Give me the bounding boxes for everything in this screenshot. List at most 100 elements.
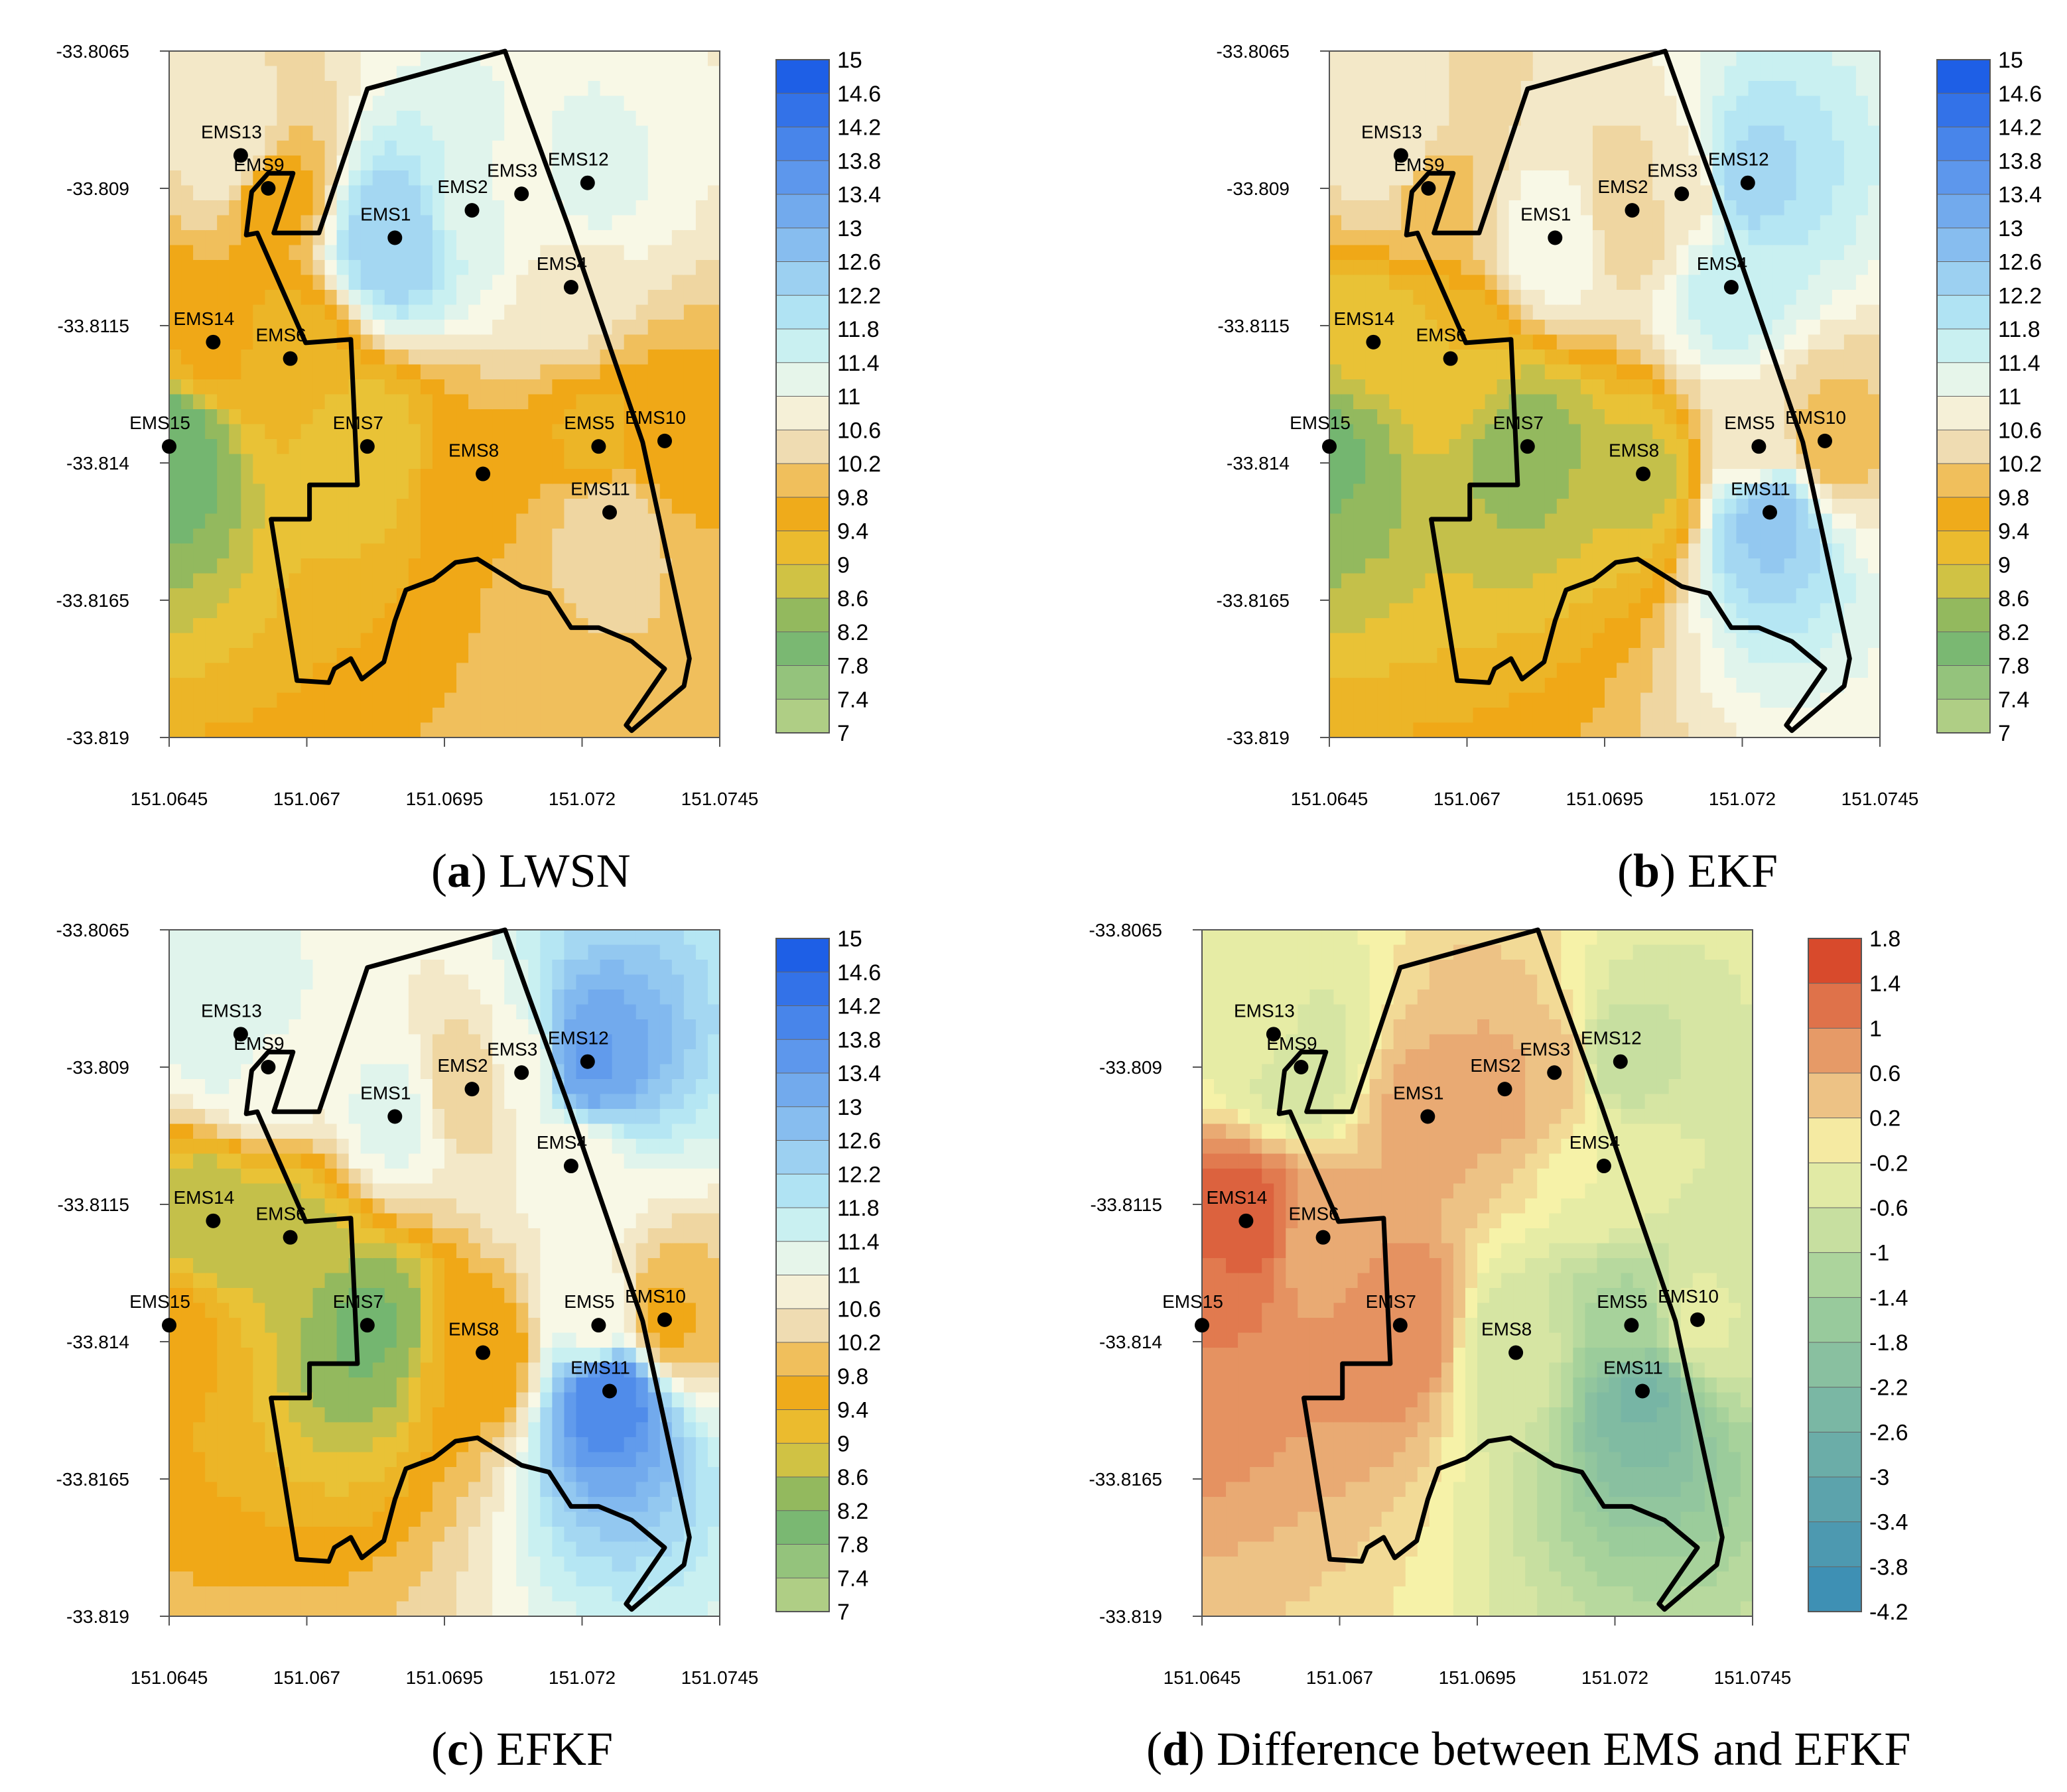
contour-cell	[349, 200, 362, 216]
contour-cell	[1329, 260, 1342, 275]
contour-cell	[1521, 708, 1534, 723]
contour-cell	[1497, 514, 1510, 529]
contour-cell	[169, 230, 182, 245]
contour-cell	[1401, 260, 1414, 275]
contour-cell	[169, 1423, 182, 1438]
contour-cell	[433, 499, 445, 514]
contour-cell	[193, 454, 206, 470]
contour-cell	[1712, 395, 1725, 410]
contour-cell	[624, 170, 637, 186]
y-tick-label: -33.809	[66, 178, 129, 199]
contour-cell	[289, 975, 301, 990]
contour-cell	[300, 141, 313, 156]
contour-cell	[409, 514, 421, 529]
contour-cell	[253, 1482, 265, 1498]
contour-cell	[1676, 708, 1689, 723]
contour-cell	[1377, 66, 1390, 82]
contour-cell	[1844, 245, 1857, 261]
contour-cell	[433, 604, 445, 619]
contour-cell	[672, 126, 685, 141]
contour-cell	[229, 424, 241, 440]
contour-cell	[241, 930, 253, 945]
contour-cell	[1820, 454, 1833, 470]
contour-cell	[1784, 693, 1797, 708]
contour-cell	[1377, 469, 1390, 484]
contour-cell	[480, 424, 493, 440]
contour-cell	[516, 544, 529, 559]
contour-cell	[1640, 66, 1653, 82]
contour-cell	[1772, 170, 1785, 186]
contour-cell	[540, 96, 553, 111]
contour-cell	[1593, 365, 1605, 380]
x-tick-label: 151.072	[1709, 789, 1776, 809]
contour-cell	[253, 1377, 265, 1393]
contour-cell	[600, 558, 613, 574]
contour-cell	[1856, 320, 1869, 335]
contour-cell	[1820, 245, 1833, 261]
contour-cell	[205, 529, 218, 544]
contour-cell	[205, 1586, 218, 1602]
contour-cell	[492, 663, 505, 678]
contour-cell	[289, 574, 301, 589]
contour-cell	[672, 335, 685, 350]
contour-cell	[504, 604, 517, 619]
contour-cell	[1365, 633, 1378, 649]
contour-cell	[181, 1228, 194, 1244]
contour-cell	[1749, 81, 1761, 96]
contour-cell	[1593, 141, 1605, 156]
contour-cell	[217, 469, 230, 484]
contour-cell	[1832, 141, 1845, 156]
contour-cell	[337, 514, 350, 529]
contour-cell	[1365, 469, 1378, 484]
contour-cell	[193, 335, 206, 350]
contour-cell	[349, 499, 362, 514]
contour-cell	[1377, 395, 1390, 410]
contour-cell	[660, 290, 673, 305]
contour-cell	[397, 51, 409, 66]
contour-cell	[253, 945, 265, 960]
contour-cell	[1640, 633, 1653, 649]
contour-cell	[397, 290, 409, 305]
contour-cell	[1820, 290, 1833, 305]
contour-cell	[1856, 678, 1869, 693]
contour-cell	[1329, 469, 1342, 484]
contour-cell	[1413, 409, 1426, 424]
contour-cell	[1341, 290, 1354, 305]
contour-cell	[265, 1527, 277, 1542]
contour-cell	[636, 604, 649, 619]
y-tick-label: -33.8165	[1216, 590, 1290, 611]
contour-cell	[1820, 648, 1833, 663]
contour-cell	[1485, 51, 1498, 66]
contour-cell	[1401, 365, 1414, 380]
contour-cell	[361, 379, 373, 395]
contour-cell	[636, 126, 649, 141]
contour-cell	[468, 574, 481, 589]
contour-cell	[181, 469, 194, 484]
contour-cell	[624, 216, 637, 231]
contour-cell	[169, 379, 182, 395]
contour-cell	[612, 230, 625, 245]
contour-cell	[1389, 529, 1402, 544]
contour-cell	[696, 558, 708, 574]
colorbar-tick-label: 14.2	[1998, 115, 2042, 141]
contour-cell	[169, 1139, 182, 1154]
contour-cell	[708, 290, 720, 305]
contour-cell	[492, 96, 505, 111]
contour-cell	[1389, 588, 1402, 604]
contour-cell	[1437, 96, 1449, 111]
contour-cell	[1796, 96, 1809, 111]
contour-cell	[528, 305, 541, 320]
contour-cell	[1341, 126, 1354, 141]
contour-cell	[181, 1482, 194, 1498]
contour-cell	[205, 365, 218, 380]
contour-cell	[433, 245, 445, 261]
contour-cell	[492, 723, 505, 738]
contour-cell	[1856, 514, 1869, 529]
contour-cell	[456, 216, 469, 231]
contour-cell	[564, 320, 576, 335]
contour-cell	[612, 574, 625, 589]
contour-cell	[241, 395, 253, 410]
contour-cell	[241, 1139, 253, 1154]
contour-cell	[576, 544, 588, 559]
contour-cell	[1856, 111, 1869, 126]
